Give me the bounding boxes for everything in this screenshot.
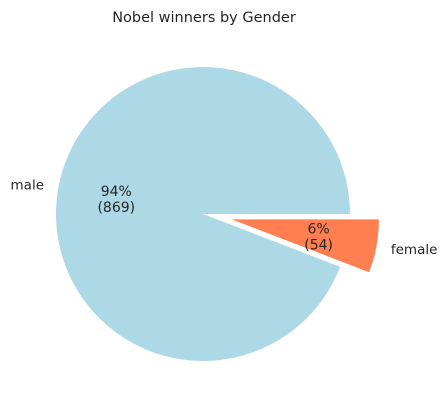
slice-label-female: female bbox=[391, 242, 438, 258]
pie-slices bbox=[55, 67, 379, 362]
slice-percent-female: 6% bbox=[308, 221, 330, 237]
pie-slice-female bbox=[231, 219, 379, 273]
slice-percent-male: 94% bbox=[101, 184, 132, 200]
chart-title: Nobel winners by Gender bbox=[112, 10, 296, 26]
slice-count-male: (869) bbox=[97, 200, 135, 216]
pie-slice-male bbox=[55, 67, 350, 362]
pie-labels: male 94% (869) female 6% (54) bbox=[11, 177, 438, 257]
slice-count-female: (54) bbox=[304, 237, 333, 253]
slice-value-label-female: 6% (54) bbox=[304, 221, 333, 253]
slice-label-male: male bbox=[11, 177, 44, 193]
slice-value-label-male: 94% (869) bbox=[97, 184, 135, 216]
